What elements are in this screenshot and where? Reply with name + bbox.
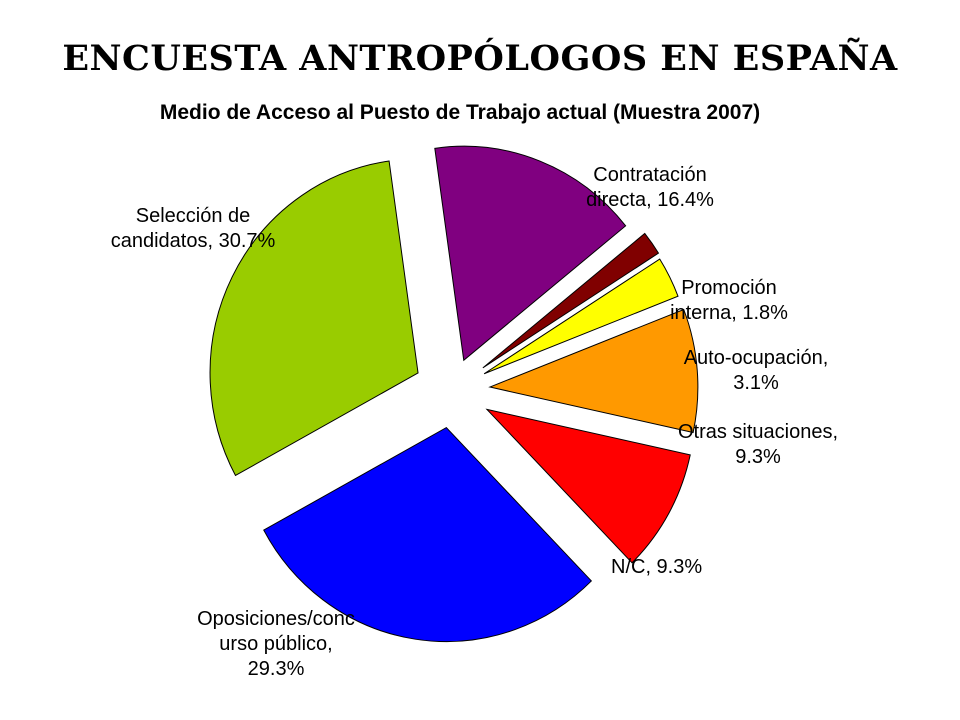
slice-label-line: Otras situaciones,	[677, 421, 839, 443]
pie-slice-seleccion	[209, 160, 419, 477]
slice-label-seleccion: Selección de candidatos, 30.7%	[100, 204, 286, 254]
page-title: ENCUESTA ANTROPÓLOGOS EN ESPAÑA	[62, 38, 898, 79]
pie-slice-autoocupacion	[483, 258, 679, 375]
slice-label-promocion: Promoción interna, 1.8%	[655, 276, 803, 326]
slice-label-line: urso público,	[219, 633, 333, 655]
slice-label-line: Contratación	[593, 164, 707, 186]
slice-label-autoocupacion: Auto-ocupación, 3.1%	[670, 346, 842, 396]
pie-slice-nc	[485, 408, 691, 564]
slice-label-oposiciones: Oposiciones/conc urso público, 29.3%	[187, 607, 365, 682]
slice-label-line: directa, 16.4%	[586, 189, 714, 211]
slice-label-otras: Otras situaciones, 9.3%	[665, 420, 851, 470]
slice-label-line: N/C, 9.3%	[611, 556, 703, 578]
slice-label-line: candidatos, 30.7%	[110, 230, 276, 252]
slice-label-line: 9.3%	[735, 446, 781, 468]
slice-label-line: Auto-ocupación,	[683, 347, 829, 369]
slice-label-line: Oposiciones/conc	[197, 608, 355, 630]
pie-slice-oposiciones	[263, 426, 593, 643]
chart-title: Medio de Acceso al Puesto de Trabajo act…	[159, 101, 761, 124]
slice-label-line: Promoción	[681, 277, 777, 299]
pie-slice-contratacion	[434, 145, 627, 362]
slice-label-line: 29.3%	[247, 658, 305, 680]
slice-label-line: interna, 1.8%	[670, 302, 788, 324]
slice-label-contratacion: Contratación directa, 16.4%	[575, 163, 725, 213]
pie-slice-promocion	[482, 232, 660, 369]
slice-label-nc: N/C, 9.3%	[611, 555, 721, 580]
slice-label-line: 3.1%	[733, 372, 779, 394]
pie-slice-otras	[488, 308, 699, 434]
slice-label-line: Selección de	[135, 205, 251, 227]
